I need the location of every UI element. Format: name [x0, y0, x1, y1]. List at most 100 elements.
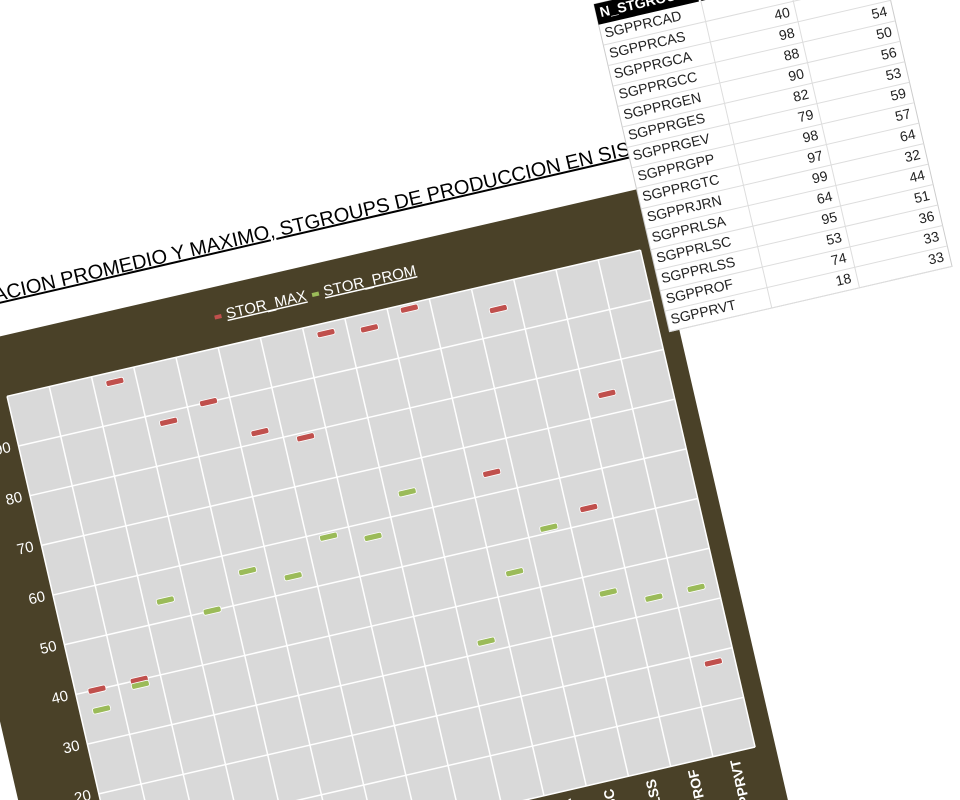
- table-row-line: [641, 143, 924, 210]
- data-marker: [397, 487, 417, 498]
- table-cell: 44: [908, 167, 927, 186]
- data-marker: [359, 323, 379, 334]
- table-cell: 97: [806, 147, 825, 166]
- data-marker: [296, 432, 316, 443]
- data-marker: [105, 376, 125, 387]
- table-cell: 88: [782, 45, 801, 64]
- category-divider: [344, 318, 461, 800]
- data-marker: [250, 427, 270, 438]
- table-row-line: [650, 184, 934, 251]
- legend-swatch: [214, 314, 222, 320]
- data-marker: [319, 531, 338, 542]
- table-cell: 64: [898, 126, 917, 145]
- grid-line: [29, 348, 664, 497]
- data-marker: [130, 679, 150, 690]
- table-cell: 59: [889, 85, 908, 104]
- table-cell: 64: [815, 188, 834, 207]
- data-marker: [283, 571, 303, 582]
- table-col-line: [695, 0, 773, 309]
- data-marker: [476, 636, 496, 647]
- table-cell: 95: [820, 208, 839, 227]
- y-tick-label: 20: [73, 787, 93, 800]
- table-cell: 82: [791, 86, 810, 105]
- table-cell: 32: [903, 146, 922, 165]
- table-row-line: [626, 81, 910, 148]
- data-marker: [505, 567, 525, 578]
- grid-line: [52, 448, 687, 596]
- table-cell: 57: [893, 105, 912, 124]
- grid-line: [75, 547, 710, 696]
- data-marker: [399, 303, 419, 314]
- data-marker: [482, 467, 502, 478]
- category-divider: [386, 308, 503, 800]
- data-marker: [159, 416, 179, 427]
- table-cell: 51: [912, 187, 931, 206]
- data-marker: [316, 328, 336, 339]
- category-divider: [132, 366, 250, 800]
- category-divider: [6, 396, 123, 800]
- data-marker: [488, 304, 508, 314]
- table-row-line: [607, 0, 891, 67]
- table-cell: 33: [922, 228, 941, 247]
- y-tick-label: 60: [27, 588, 47, 608]
- data-marker: [199, 397, 218, 408]
- data-marker: [703, 657, 723, 668]
- category-divider: [639, 249, 756, 748]
- table-cell: 40: [773, 4, 792, 23]
- grid-line: [110, 696, 744, 800]
- table-cell: 98: [777, 24, 796, 43]
- data-marker: [597, 388, 617, 399]
- category-divider: [470, 288, 587, 787]
- legend-swatch: [311, 291, 320, 298]
- table-row-line: [612, 20, 896, 87]
- table-row-line: [636, 122, 920, 189]
- table-cell: 90: [787, 65, 806, 84]
- category-divider: [259, 337, 376, 800]
- grid-line: [41, 398, 675, 547]
- y-tick-label: 30: [61, 737, 81, 757]
- category-divider: [555, 269, 672, 767]
- data-marker: [155, 595, 175, 606]
- grid-line: [98, 646, 733, 795]
- grid-line: [6, 249, 641, 398]
- table-cell: 74: [829, 249, 848, 268]
- category-divider: [512, 279, 630, 777]
- data-marker: [579, 503, 599, 513]
- table-cell: 36: [917, 207, 936, 226]
- table-col-line: [783, 0, 860, 288]
- category-divider: [217, 347, 334, 800]
- y-tick-label: 50: [38, 638, 58, 658]
- table-cell: 50: [875, 23, 894, 42]
- y-tick-label: 40: [50, 687, 70, 707]
- table-row-line: [664, 245, 948, 312]
- table-row-line: [622, 61, 905, 128]
- table-cell: 18: [834, 270, 853, 289]
- table-cell: 53: [884, 64, 903, 83]
- y-tick-label: 70: [15, 538, 35, 558]
- category-divider: [428, 298, 545, 796]
- grid-line: [87, 597, 721, 745]
- category-divider: [175, 357, 292, 800]
- table-cell: 33: [927, 248, 946, 267]
- grid-line: [121, 746, 756, 800]
- table-row-line: [603, 0, 887, 46]
- category-divider: [90, 376, 207, 800]
- y-tick-label: 80: [4, 489, 24, 509]
- data-marker: [238, 566, 257, 577]
- category-divider: [48, 386, 165, 800]
- grid-line: [64, 497, 698, 646]
- grid-line: [18, 299, 653, 447]
- table-row-line: [655, 204, 938, 271]
- data-marker: [598, 587, 618, 598]
- category-divider: [301, 327, 419, 800]
- category-divider: [597, 259, 714, 757]
- table-row-line: [617, 40, 901, 108]
- table-cell: 56: [879, 44, 898, 63]
- data-marker: [92, 704, 112, 715]
- table-cell: 98: [801, 127, 820, 146]
- table-cell: 54: [870, 3, 889, 22]
- table-row-line: [645, 163, 929, 230]
